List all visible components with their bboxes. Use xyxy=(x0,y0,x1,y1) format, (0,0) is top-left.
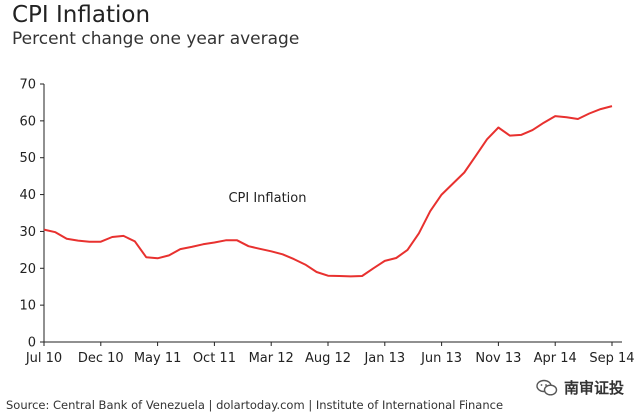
x-tick-label: Dec 10 xyxy=(78,351,124,366)
y-tick-label: 0 xyxy=(28,336,36,351)
x-tick-label: Aug 12 xyxy=(305,351,351,366)
x-tick-label: Jul 10 xyxy=(25,351,62,366)
y-tick-label: 70 xyxy=(19,78,36,93)
chart-title: CPI Inflation xyxy=(12,2,151,28)
y-tick-label: 30 xyxy=(19,225,36,240)
watermark-text: 南审证投 xyxy=(564,379,625,397)
watermark: 南审证投 xyxy=(536,377,624,398)
chart-subtitle: Percent change one year average xyxy=(12,29,300,49)
y-tick-label: 10 xyxy=(19,299,36,314)
x-tick-label: May 11 xyxy=(134,351,182,366)
series-annotation: CPI Inflation xyxy=(228,191,306,206)
x-tick-label: Oct 11 xyxy=(193,351,236,366)
y-tick-label: 40 xyxy=(19,188,36,203)
x-tick-label: Sep 14 xyxy=(589,351,634,366)
x-tick-label: Nov 13 xyxy=(475,351,521,366)
wechat-icon xyxy=(536,379,558,396)
y-tick-label: 50 xyxy=(19,151,36,166)
x-tick-label: Jan 13 xyxy=(363,351,405,366)
x-tick-label: Mar 12 xyxy=(249,351,294,366)
source-note: Source: Central Bank of Venezuela | dola… xyxy=(6,398,504,412)
series-line-cpi-inflation xyxy=(43,105,613,278)
x-tick-label: Apr 14 xyxy=(534,351,577,366)
y-tick-label: 20 xyxy=(19,262,36,277)
x-tick-label: Jun 13 xyxy=(420,351,462,366)
y-tick-label: 60 xyxy=(19,114,36,129)
